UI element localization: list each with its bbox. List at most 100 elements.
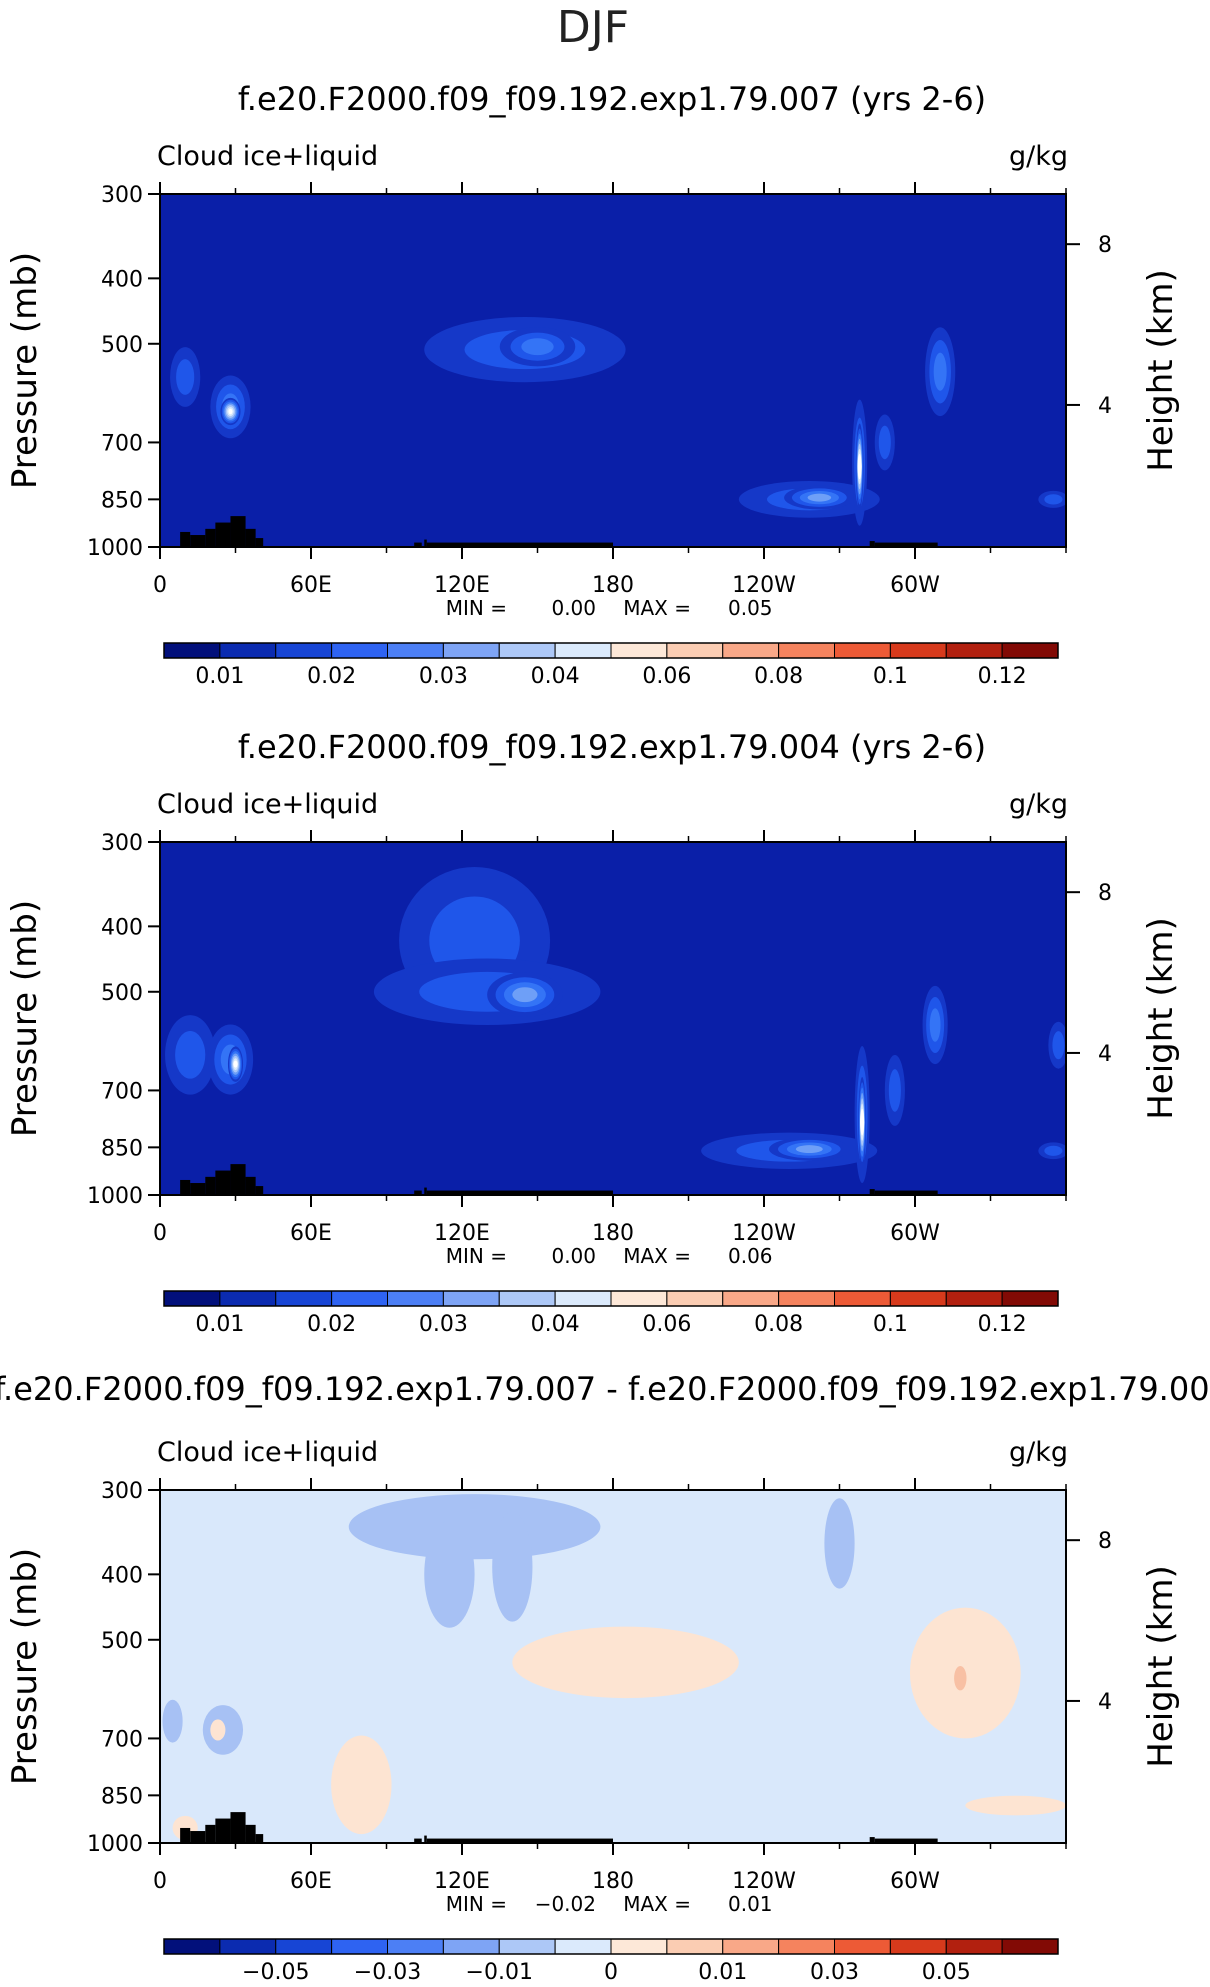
- colorbar: 0.01 0.02 0.03 0.04 0.06 0.08 0.1 0.12: [163, 642, 1059, 689]
- terrain-block: [205, 1824, 216, 1843]
- y-tick-label: 1000: [87, 1832, 143, 1857]
- colorbar-label: 0.03: [810, 1960, 859, 1985]
- contour-blob: [860, 1114, 865, 1131]
- field-background: [160, 194, 1066, 547]
- colorbar-label: 0.06: [642, 664, 691, 689]
- terrain-block: [874, 1190, 938, 1195]
- contour-blob: [954, 1665, 967, 1691]
- colorbar-swatch: [778, 1290, 835, 1307]
- terrain-block: [205, 528, 216, 547]
- x-tick-label: 120W: [732, 573, 796, 598]
- colorbar-label: 0.04: [531, 1312, 580, 1337]
- colorbar-label: 0.01: [195, 664, 244, 689]
- colorbar-swatch: [666, 1938, 724, 1955]
- field-contours: [165, 866, 1066, 1184]
- colorbar-swatch: [275, 1290, 333, 1307]
- colorbar-swatch: [387, 1938, 444, 1955]
- units-label: g/kg: [1009, 1437, 1068, 1468]
- min-label: MIN =: [446, 596, 507, 620]
- x-tick-label: 120W: [732, 1869, 796, 1894]
- contour-blob: [424, 1520, 475, 1628]
- x-tick-label: 120E: [434, 1869, 490, 1894]
- contour-blob: [888, 1069, 901, 1112]
- variable-label: Cloud ice+liquid: [157, 1437, 378, 1468]
- x-tick-label: 0: [153, 1221, 167, 1246]
- terrain-block: [424, 1187, 427, 1195]
- colorbar-label: 0.08: [754, 664, 803, 689]
- terrain-block: [414, 1838, 422, 1843]
- colorbar-swatch: [945, 1290, 1003, 1307]
- x-tick-label: 180: [592, 573, 634, 598]
- colorbar-swatch: [1001, 1938, 1059, 1955]
- min-label: MIN =: [446, 1244, 507, 1268]
- max-label: MAX =: [623, 1892, 691, 1916]
- terrain-block: [414, 1190, 422, 1195]
- y-tick-label: 1000: [87, 1184, 143, 1209]
- colorbar-swatch: [722, 1938, 780, 1955]
- contour-blob: [512, 1626, 739, 1699]
- colorbar-swatch: [889, 1938, 947, 1955]
- colorbar-label: 0: [604, 1960, 618, 1985]
- colorbar-swatch: [442, 642, 500, 659]
- panel-1: f.e20.F2000.f09_f09.192.exp1.79.007 (yrs…: [5, 80, 1181, 689]
- y-tick-label: 500: [101, 1629, 143, 1654]
- terrain-block: [426, 542, 613, 547]
- y-tick-label: 700: [101, 1079, 143, 1104]
- colorbar-swatch: [275, 642, 333, 659]
- contour-blob: [795, 1145, 823, 1153]
- colorbar-swatch: [498, 642, 556, 659]
- contour-blob: [492, 1512, 533, 1622]
- x-tick-label: 180: [592, 1869, 634, 1894]
- contour-blob: [824, 1498, 855, 1589]
- contour-blob: [1044, 1145, 1063, 1156]
- colorbar-swatch: [722, 1290, 780, 1307]
- terrain-block: [869, 1837, 875, 1843]
- terrain-block: [245, 1176, 256, 1195]
- colorbar-swatch: [387, 642, 444, 659]
- y2-axis-label: Height (km): [1141, 269, 1181, 472]
- x-tick-label: 120W: [732, 1221, 796, 1246]
- colorbar-label: 0.1: [873, 664, 908, 689]
- max-label: MAX =: [623, 596, 691, 620]
- y-axis-label: Pressure (mb): [5, 1548, 45, 1785]
- y-axis-label: Pressure (mb): [5, 252, 45, 489]
- colorbar-swatch: [498, 1290, 556, 1307]
- colorbar-swatch: [442, 1938, 500, 1955]
- panel-title: f.e20.F2000.f09_f09.192.exp1.79.004 (yrs…: [238, 728, 986, 766]
- colorbar-swatch: [834, 642, 891, 659]
- colorbar-swatch: [331, 1938, 388, 1955]
- terrain-block: [215, 522, 231, 547]
- terrain-block: [426, 1838, 613, 1843]
- colorbar-swatch: [498, 1938, 556, 1955]
- colorbar-label: −0.01: [466, 1960, 533, 1985]
- y-tick-label: 500: [101, 333, 143, 358]
- terrain-block: [426, 1190, 613, 1195]
- terrain-block: [215, 1170, 231, 1195]
- terrain: [180, 516, 938, 547]
- colorbar-swatch: [945, 642, 1003, 659]
- x-tick-label: 0: [153, 1869, 167, 1894]
- min-value: 0.00: [551, 596, 596, 620]
- colorbar-swatch: [387, 1290, 444, 1307]
- contour-blob: [929, 1008, 941, 1042]
- contour-blob: [176, 359, 195, 395]
- colorbar-swatch: [610, 642, 668, 659]
- x-tick-label: 60W: [890, 1869, 940, 1894]
- x-tick-label: 60E: [290, 573, 332, 598]
- y2-tick-label: 8: [1098, 881, 1112, 906]
- contour-blob: [210, 1719, 226, 1741]
- x-tick-label: 180: [592, 1221, 634, 1246]
- terrain-block: [215, 1818, 231, 1843]
- colorbar-swatch: [610, 1290, 668, 1307]
- contour-blob: [228, 408, 233, 415]
- y-tick-label: 400: [101, 267, 143, 292]
- y-tick-label: 400: [101, 1563, 143, 1588]
- units-label: g/kg: [1009, 141, 1068, 172]
- terrain-block: [230, 516, 246, 547]
- y-tick-label: 300: [101, 1479, 143, 1504]
- terrain-block: [180, 531, 191, 547]
- x-tick-label: 60E: [290, 1221, 332, 1246]
- panel-title: f.e20.F2000.f09_f09.192.exp1.79.007 (yrs…: [238, 80, 986, 118]
- y-tick-label: 300: [101, 831, 143, 856]
